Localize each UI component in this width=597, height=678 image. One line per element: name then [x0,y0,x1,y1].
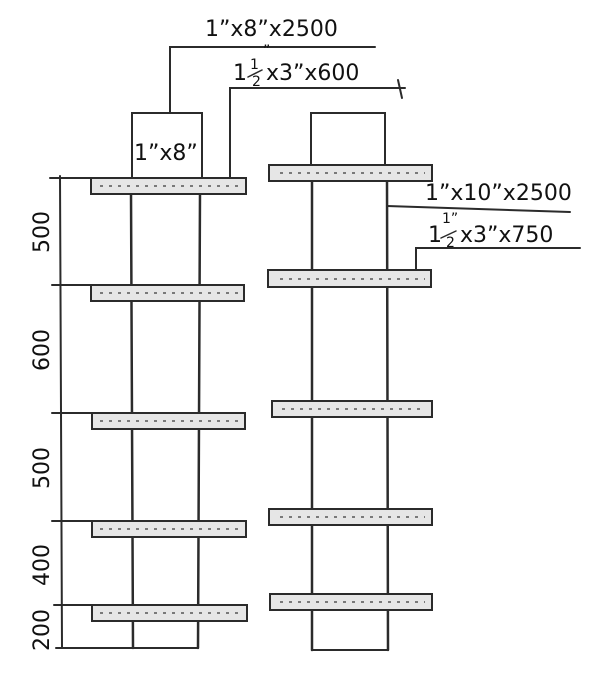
right-batten-1 [268,164,433,182]
right-batten-4 [268,508,433,526]
dim-label-4: 400 [30,544,55,586]
left-top-block [131,112,203,181]
left-ladder: 1”x8” [90,112,248,650]
right-batten-2 [267,269,432,288]
left-batten-2 [90,284,245,302]
left-batten-1 [90,177,247,195]
label-top-board: 1”x8”x2500 [205,17,338,42]
svg-text:2: 2 [252,74,261,90]
dim-label-3: 500 [30,447,55,489]
svg-text:1: 1 [233,61,247,86]
svg-text:1”: 1” [442,211,458,227]
leader-top-batten [229,87,406,179]
leader-top-board [169,46,376,114]
left-batten-5 [91,604,248,622]
svg-text:x3”x600: x3”x600 [266,61,359,86]
dimension-chain: 500 600 500 400 200 [30,175,134,651]
svg-text:1: 1 [428,223,442,248]
svg-text:2: 2 [446,235,455,251]
dim-label-1: 500 [30,211,55,253]
right-batten-3 [271,400,433,418]
svg-text:x3”x750: x3”x750 [460,223,553,248]
label-right-batten: 1 1” 2 x3”x750 [428,211,553,251]
svg-text:”: ” [263,43,270,59]
leader-lines [169,46,581,271]
right-top-block [310,112,386,167]
right-ladder [267,112,433,652]
leader-right-board [386,205,571,213]
leader-right-batten [415,247,581,271]
right-batten-5 [269,593,433,611]
dim-label-2: 600 [30,329,55,371]
svg-text:1: 1 [250,57,259,73]
dim-label-5: 200 [30,609,55,651]
left-batten-4 [91,520,247,538]
label-top-batten: 1 1 2 ” x3”x600 [233,43,359,90]
label-right-board: 1”x10”x2500 [425,181,572,206]
top-block-label: 1”x8” [134,141,198,166]
left-batten-3 [91,412,246,430]
